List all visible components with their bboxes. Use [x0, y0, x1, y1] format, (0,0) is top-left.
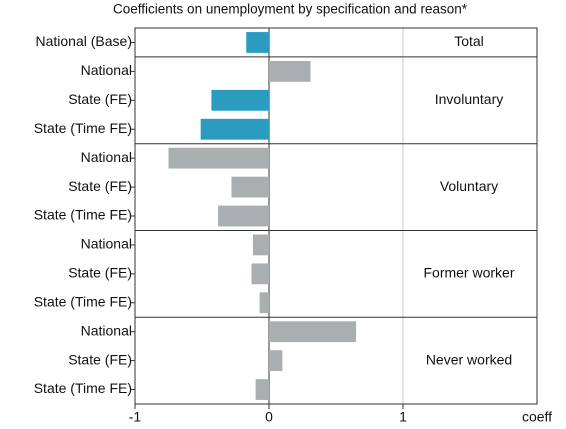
y-tick-label: National — [81, 322, 132, 338]
bar — [255, 379, 269, 400]
group-label: Total — [454, 33, 484, 49]
bar — [252, 234, 269, 256]
bar — [211, 89, 269, 111]
chart-title: Coefficients on unemployment by specific… — [113, 2, 468, 17]
bar — [251, 263, 269, 285]
y-tick-label: State (FE) — [68, 178, 132, 194]
x-tick-label: 1 — [399, 409, 407, 425]
y-tick-label: State (Time FE) — [34, 380, 132, 396]
group-label: Voluntary — [440, 178, 498, 194]
bar — [269, 350, 283, 372]
y-tick-label: State (FE) — [68, 265, 132, 281]
plot-frame — [134, 27, 538, 405]
y-tick-label: State (Time FE) — [34, 293, 132, 309]
bar — [246, 32, 269, 53]
y-tick-label: State (Time FE) — [34, 207, 132, 223]
bar — [168, 147, 269, 169]
y-tick-label: National — [81, 236, 132, 252]
group-label: Never worked — [426, 351, 512, 367]
x-axis-label: coeff — [522, 409, 552, 425]
bar — [231, 176, 269, 198]
group-label: Former worker — [423, 265, 514, 281]
x-tick-label: 0 — [265, 409, 273, 425]
bar — [269, 60, 311, 82]
y-tick-label: National (Base) — [36, 33, 133, 49]
y-tick-label: State (FE) — [68, 91, 132, 107]
bar — [269, 321, 357, 343]
y-tick-label: State (FE) — [68, 351, 132, 367]
group-label: Involuntary — [435, 91, 503, 107]
y-tick-label: State (Time FE) — [34, 120, 132, 136]
bar — [200, 118, 269, 140]
bar — [259, 292, 269, 314]
bar — [218, 205, 269, 227]
y-tick-label: National — [81, 149, 132, 165]
x-tick-label: -1 — [129, 409, 142, 425]
y-tick-label: National — [81, 62, 132, 78]
